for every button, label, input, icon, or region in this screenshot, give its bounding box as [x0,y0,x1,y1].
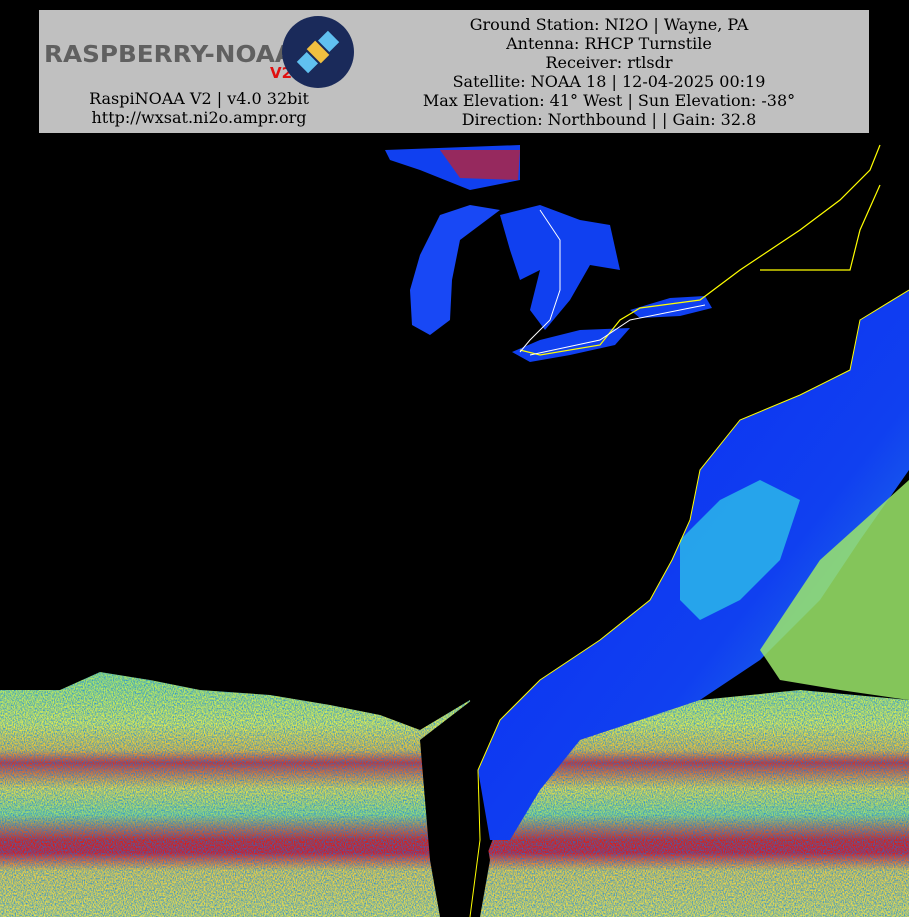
border [519,144,881,356]
border [760,184,881,271]
header-panel [39,10,869,133]
left-text: RaspiNOAA V2 | v4.0 32bithttp://wxsat.ni… [89,89,309,127]
info-line: Satellite: NOAA 18 | 12-04-2025 00:19 [453,72,766,91]
caption-line: http://wxsat.ni2o.ampr.org [91,108,306,127]
logo-text: RASPBERRY-NOAA [44,42,294,68]
info-line: Direction: Northbound | | Gain: 32.8 [462,110,757,129]
coastline [469,289,909,917]
florida [420,700,490,917]
info-line: Receiver: rtlsdr [546,53,673,72]
cloud [760,480,909,700]
border [519,209,561,353]
lake-erie [512,328,630,362]
caption-line: RaspiNOAA V2 | v4.0 32bit [89,89,309,108]
info-line: Ground Station: NI2O | Wayne, PA [470,15,749,34]
border [529,304,706,356]
lake-ontario [630,296,712,318]
lake-michigan [410,205,500,335]
cloud [440,150,520,180]
right-text: Ground Station: NI2O | Wayne, PAAntenna:… [423,15,795,129]
cloud [680,480,800,620]
info-line: Antenna: RHCP Turnstile [505,34,712,53]
logo-satellite [296,30,340,74]
info-line: Max Elevation: 41° West | Sun Elevation:… [423,91,795,110]
